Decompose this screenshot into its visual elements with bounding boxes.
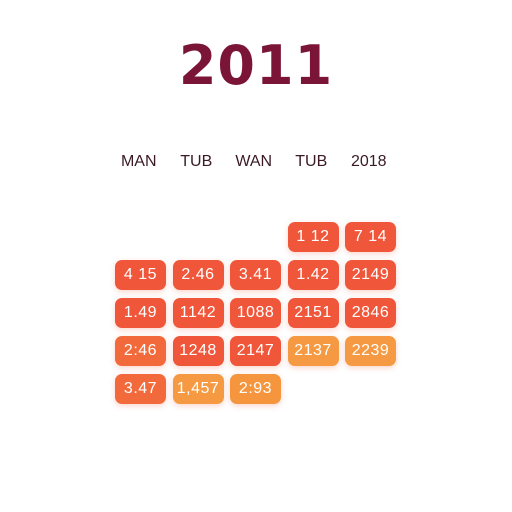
value-cell[interactable]: 1142 <box>172 298 224 328</box>
value-cell[interactable]: 2147 <box>230 336 281 366</box>
value-cell[interactable]: 2:93 <box>230 374 281 404</box>
column-header: WAN <box>235 153 273 170</box>
value-cell[interactable]: 2149 <box>345 260 396 290</box>
value-grid: 1 12 7 14 4 15 2.46 3.41 1.42 2149 1.49 1142 1088… <box>115 222 396 404</box>
year-title: 2011 <box>178 34 334 97</box>
value-cell[interactable]: 1088 <box>230 298 281 328</box>
empty-cell <box>173 222 224 252</box>
column-header: 2018 <box>350 153 387 170</box>
empty-cell <box>230 222 281 252</box>
value-cell[interactable]: 1248 <box>172 336 224 366</box>
value-cell[interactable]: 1.42 <box>287 260 339 290</box>
value-cell[interactable]: 2846 <box>345 298 396 328</box>
value-cell[interactable]: 2.46 <box>172 260 224 290</box>
empty-cell <box>288 374 339 404</box>
value-cell[interactable]: 2151 <box>287 298 339 328</box>
value-cell[interactable]: 3.41 <box>230 260 281 290</box>
value-cell[interactable]: 1.49 <box>115 298 166 328</box>
value-cell[interactable]: 1 12 <box>287 222 339 252</box>
value-cell[interactable]: 4 15 <box>115 260 166 290</box>
empty-cell <box>345 374 396 404</box>
empty-cell <box>115 222 166 252</box>
value-cell[interactable]: 2:46 <box>115 336 166 366</box>
column-header: TUB <box>295 153 328 170</box>
value-cell[interactable]: 2239 <box>345 336 396 366</box>
column-header: MAN <box>120 153 157 170</box>
value-cell[interactable]: 7 14 <box>345 222 396 252</box>
column-headers: MAN TUB WAN TUB 2018 <box>110 152 398 172</box>
value-cell[interactable]: 2137 <box>287 336 339 366</box>
value-cell[interactable]: 3.47 <box>115 374 166 404</box>
column-header: TUB <box>180 153 213 170</box>
value-cell[interactable]: 1,457 <box>172 374 224 404</box>
